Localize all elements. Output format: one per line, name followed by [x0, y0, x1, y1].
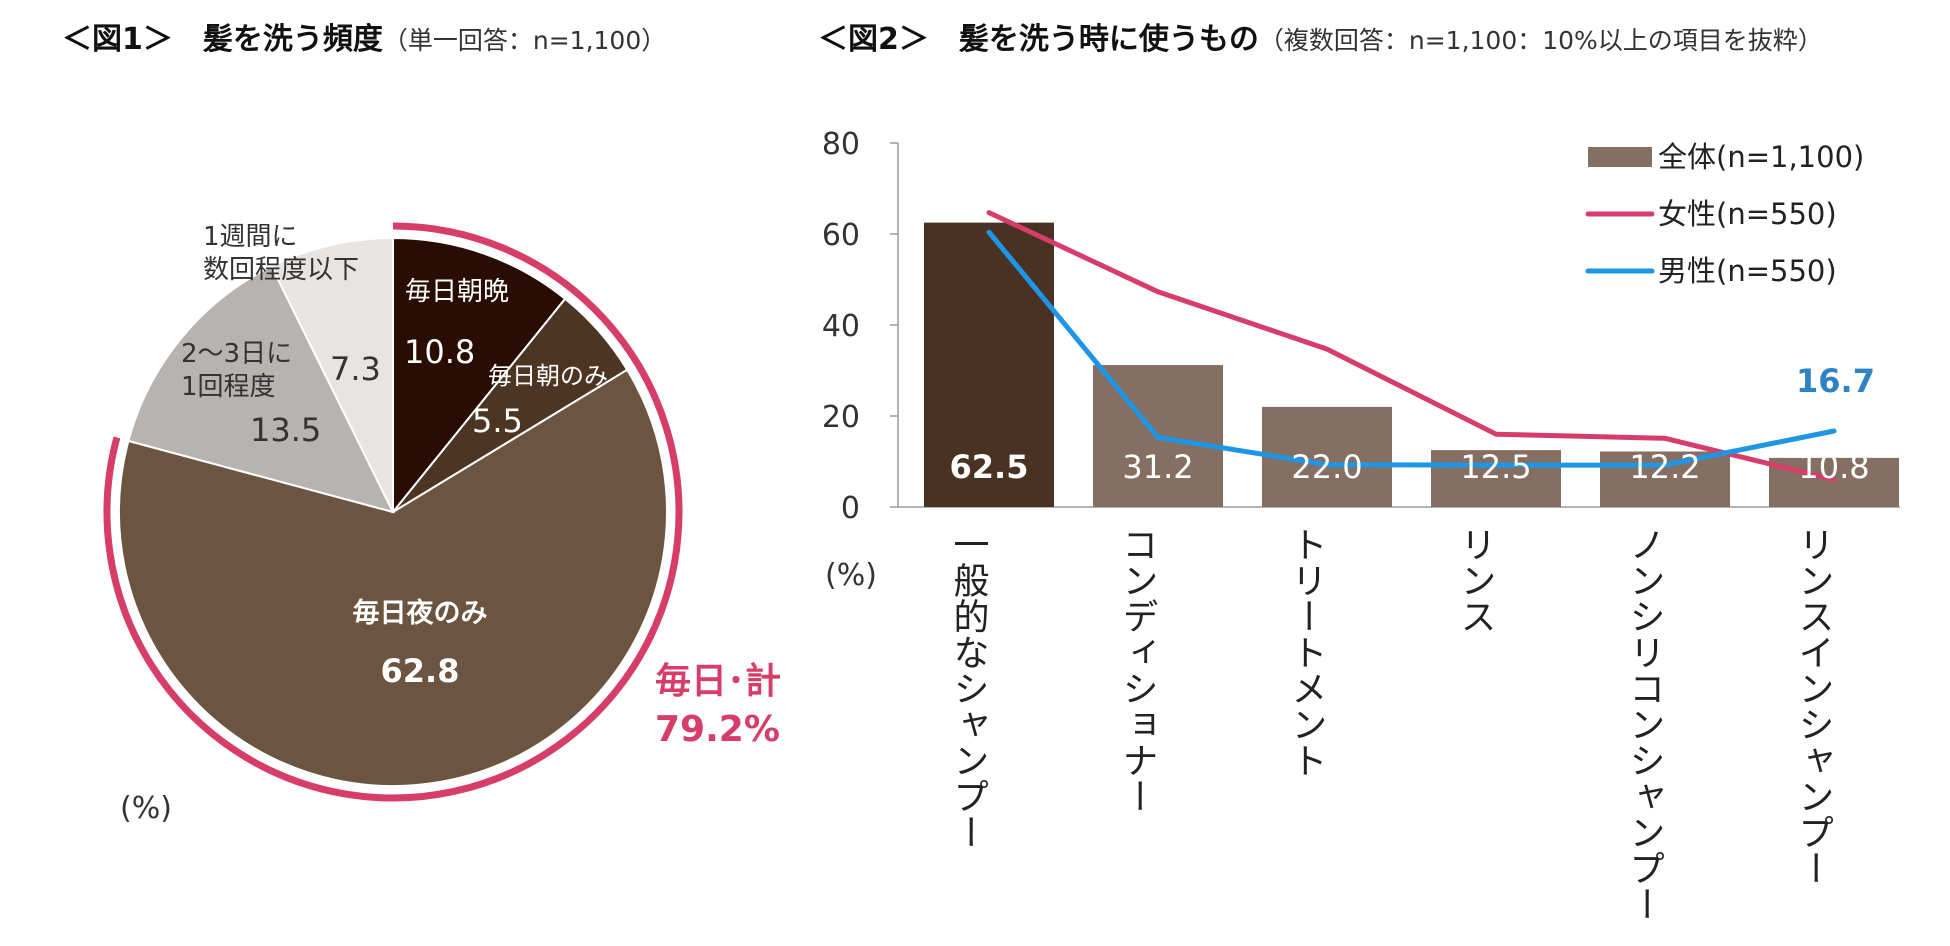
male-last-value-label: 16.7: [1796, 362, 1875, 400]
pie-slice-1: [392, 236, 567, 515]
y-tick-label: 80: [822, 127, 860, 162]
bar-value-label-4: 12.5: [1460, 448, 1531, 486]
bar-value-label-5: 12.2: [1629, 448, 1700, 486]
bar-unit-label: (%): [825, 558, 877, 593]
pie-slice-value-2: 5.5: [472, 402, 523, 440]
pie-slice-label-4: 2～3日に: [181, 339, 292, 369]
y-tick-label: 0: [841, 491, 860, 526]
bar-value-label-6: 10.8: [1798, 448, 1869, 486]
daily-total-label: 毎日･計: [655, 661, 781, 702]
figure2-main-title: ＜図2＞ 髪を洗う時に使うもの: [818, 22, 1259, 57]
pie-slice-label-3: 毎日夜のみ: [353, 597, 488, 629]
bar-value-label-1: 62.5: [950, 448, 1029, 486]
pie-slice-value-4: 13.5: [250, 411, 321, 449]
figure1-title: ＜図1＞ 髪を洗う頻度（単一回答：n=1,100）: [62, 14, 666, 58]
bar-value-label-2: 31.2: [1122, 448, 1193, 486]
figure1-subtitle: （単一回答：n=1,100）: [382, 26, 667, 55]
bar-1: [924, 222, 1054, 507]
figure1-main-title: ＜図1＞ 髪を洗う頻度: [62, 22, 383, 57]
bar-4: [1431, 450, 1561, 507]
pie-slice-5: [270, 236, 394, 513]
pie-slice-label-4: 1回程度: [181, 372, 276, 402]
daily-total-arc: [103, 222, 683, 802]
legend-label-2: 女性(n=550): [1658, 197, 1837, 231]
pie-slice-value-3: 62.8: [381, 652, 460, 690]
figure2-subtitle: （複数回答：n=1,100：10%以上の項目を抜粋）: [1258, 26, 1823, 55]
category-label-5: ノンシリコンシャンプー: [1624, 526, 1665, 922]
bar-5: [1600, 451, 1730, 507]
y-tick-label: 40: [822, 309, 860, 344]
pie-slice-value-1: 10.8: [404, 333, 475, 371]
legend-label-1: 全体(n=1,100): [1658, 140, 1864, 174]
pie-slice-label-5: 数回程度以下: [203, 255, 359, 285]
category-label-3: トリートメント: [1286, 526, 1327, 778]
bar-6: [1769, 457, 1899, 507]
pie-slice-label-1: 毎日朝晩: [405, 277, 509, 307]
y-tick-label: 20: [822, 400, 860, 435]
pie-slice-3: [118, 368, 668, 787]
category-label-2: コンディショナー: [1117, 526, 1158, 814]
male-line: [986, 229, 1837, 468]
bar-value-label-3: 22.0: [1291, 448, 1362, 486]
legend-label-3: 男性(n=550): [1658, 254, 1837, 288]
legend-swatch-total: [1588, 147, 1652, 167]
category-label-1: 一般的なシャンプー: [948, 526, 989, 850]
daily-total-value: 79.2%: [655, 709, 780, 750]
y-tick-label: 60: [822, 218, 860, 253]
pie-unit-label: (%): [120, 791, 172, 826]
pie-slice-4: [127, 265, 395, 514]
category-label-6: リンスインシャンプー: [1793, 526, 1834, 886]
bar-chart: 0 20 40 60 80 62.5 31.2 22.0 12.5 12.2 10.8 一般的なシャン…: [822, 127, 1900, 922]
pie-slice-label-2: 毎日朝のみ: [488, 362, 608, 390]
category-label-4: リンス: [1455, 526, 1496, 634]
figure2-title: ＜図2＞ 髪を洗う時に使うもの（複数回答：n=1,100：10%以上の項目を抜粋…: [818, 14, 1823, 58]
female-line: [986, 210, 1837, 483]
pie-slice-label-5: 1週間に: [203, 222, 298, 252]
pie-slice-value-5: 7.3: [330, 350, 381, 388]
